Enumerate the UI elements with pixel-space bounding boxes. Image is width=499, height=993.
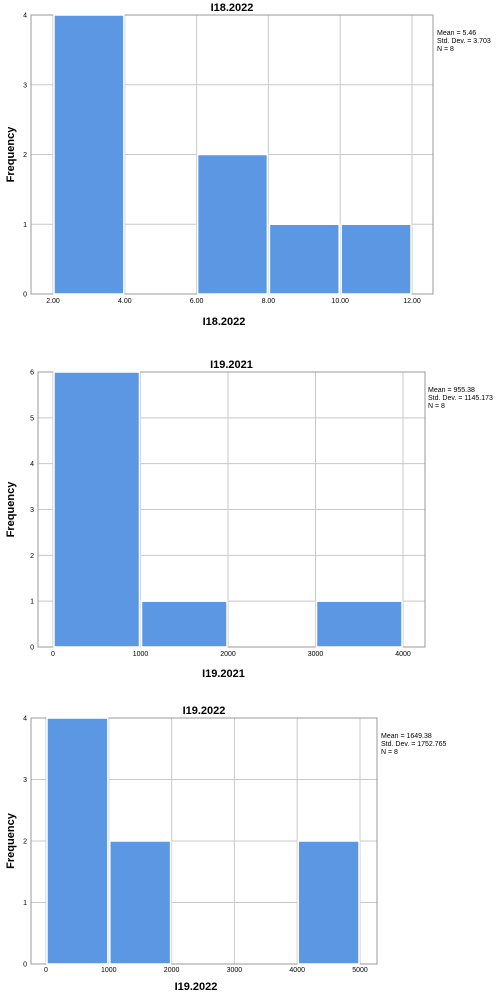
chart-panel-2: I19.2021 0 1000 2000 3000 4000 0 1 2 3 4 5 6 I19.2021… [5,359,493,680]
x-tick-label: 2.00 [46,298,60,305]
y-tick-label: 3 [23,777,27,784]
x-tick-label: 1000 [133,651,149,658]
y-tick-label: 3 [23,82,27,89]
x-tick-label: 3000 [227,967,243,974]
y-tick-label: 4 [23,13,27,20]
stats-line: Mean = 5.46 [437,30,476,37]
y-tick-label: 1 [23,222,27,229]
y-tick-label: 3 [30,507,34,514]
x-tick-label: 2000 [220,651,236,658]
x-tick-label: 10.00 [331,298,349,305]
histogram-bar [46,717,109,965]
x-tick-label: 12.00 [403,298,421,305]
chart-title: I18.2022 [211,2,254,14]
histogram-bar [196,153,269,295]
histogram-bar [268,223,340,295]
x-axis-label: I19.2021 [202,668,245,680]
y-tick-label: 0 [30,645,34,652]
x-axis-label: I19.2022 [175,981,218,993]
stats-line: Std. Dev. = 1145.173 [428,395,493,402]
y-tick-label: 4 [30,461,34,468]
x-tick-label: 4.00 [118,298,132,305]
y-axis-label: Frequency [5,812,17,869]
y-axis-label: Frequency [5,481,17,538]
y-tick-label: 2 [30,553,34,560]
histogram-bar [315,600,403,648]
chart-title: I19.2021 [210,359,253,371]
stats-line: N = 8 [381,749,398,756]
y-tick-label: 2 [23,152,27,159]
histogram-bar [140,600,228,648]
y-tick-label: 0 [23,962,27,969]
stats-line: Mean = 1649.38 [381,733,432,740]
x-tick-label: 3000 [308,651,324,658]
x-tick-label: 4000 [395,651,411,658]
stats-line: N = 8 [437,46,454,53]
x-tick-label: 4000 [289,967,305,974]
chart-title: I19.2022 [183,705,226,717]
stats-line: Std. Dev. = 1752.765 [381,741,447,748]
histogram-bar [340,223,412,295]
x-tick-label: 0 [44,967,48,974]
histogram-bar [109,840,172,965]
y-axis-label: Frequency [5,126,17,183]
stats-line: N = 8 [428,403,445,410]
plot-frame [30,717,378,965]
histogram-bar [53,371,141,648]
y-tick-label: 6 [30,370,34,377]
chart-panel-1: I18.2022 2.00 4.00 6.00 8.00 10.00 12.00 0 1 2 3 4 I… [5,2,491,328]
stats-line: Mean = 955.38 [428,387,475,394]
stats-line: Std. Dev. = 3.703 [437,38,491,45]
y-tick-label: 0 [23,292,27,299]
y-tick-label: 4 [23,716,27,723]
chart-panel-3: I19.2022 0 1000 2000 3000 4000 5000 0 1 2 3 4 I19.20… [5,705,447,993]
y-tick-label: 5 [30,415,34,422]
x-axis-label: I18.2022 [203,316,246,328]
x-tick-label: 2000 [164,967,180,974]
x-tick-label: 5000 [352,967,368,974]
histogram-bar [297,840,360,965]
x-tick-label: 8.00 [262,298,276,305]
y-tick-label: 1 [30,599,34,606]
x-tick-label: 6.00 [190,298,204,305]
histogram-bar [53,14,125,295]
y-tick-label: 1 [23,900,27,907]
x-tick-label: 0 [51,651,55,658]
y-tick-label: 2 [23,839,27,846]
plot-frame [37,371,426,648]
x-tick-label: 1000 [101,967,117,974]
